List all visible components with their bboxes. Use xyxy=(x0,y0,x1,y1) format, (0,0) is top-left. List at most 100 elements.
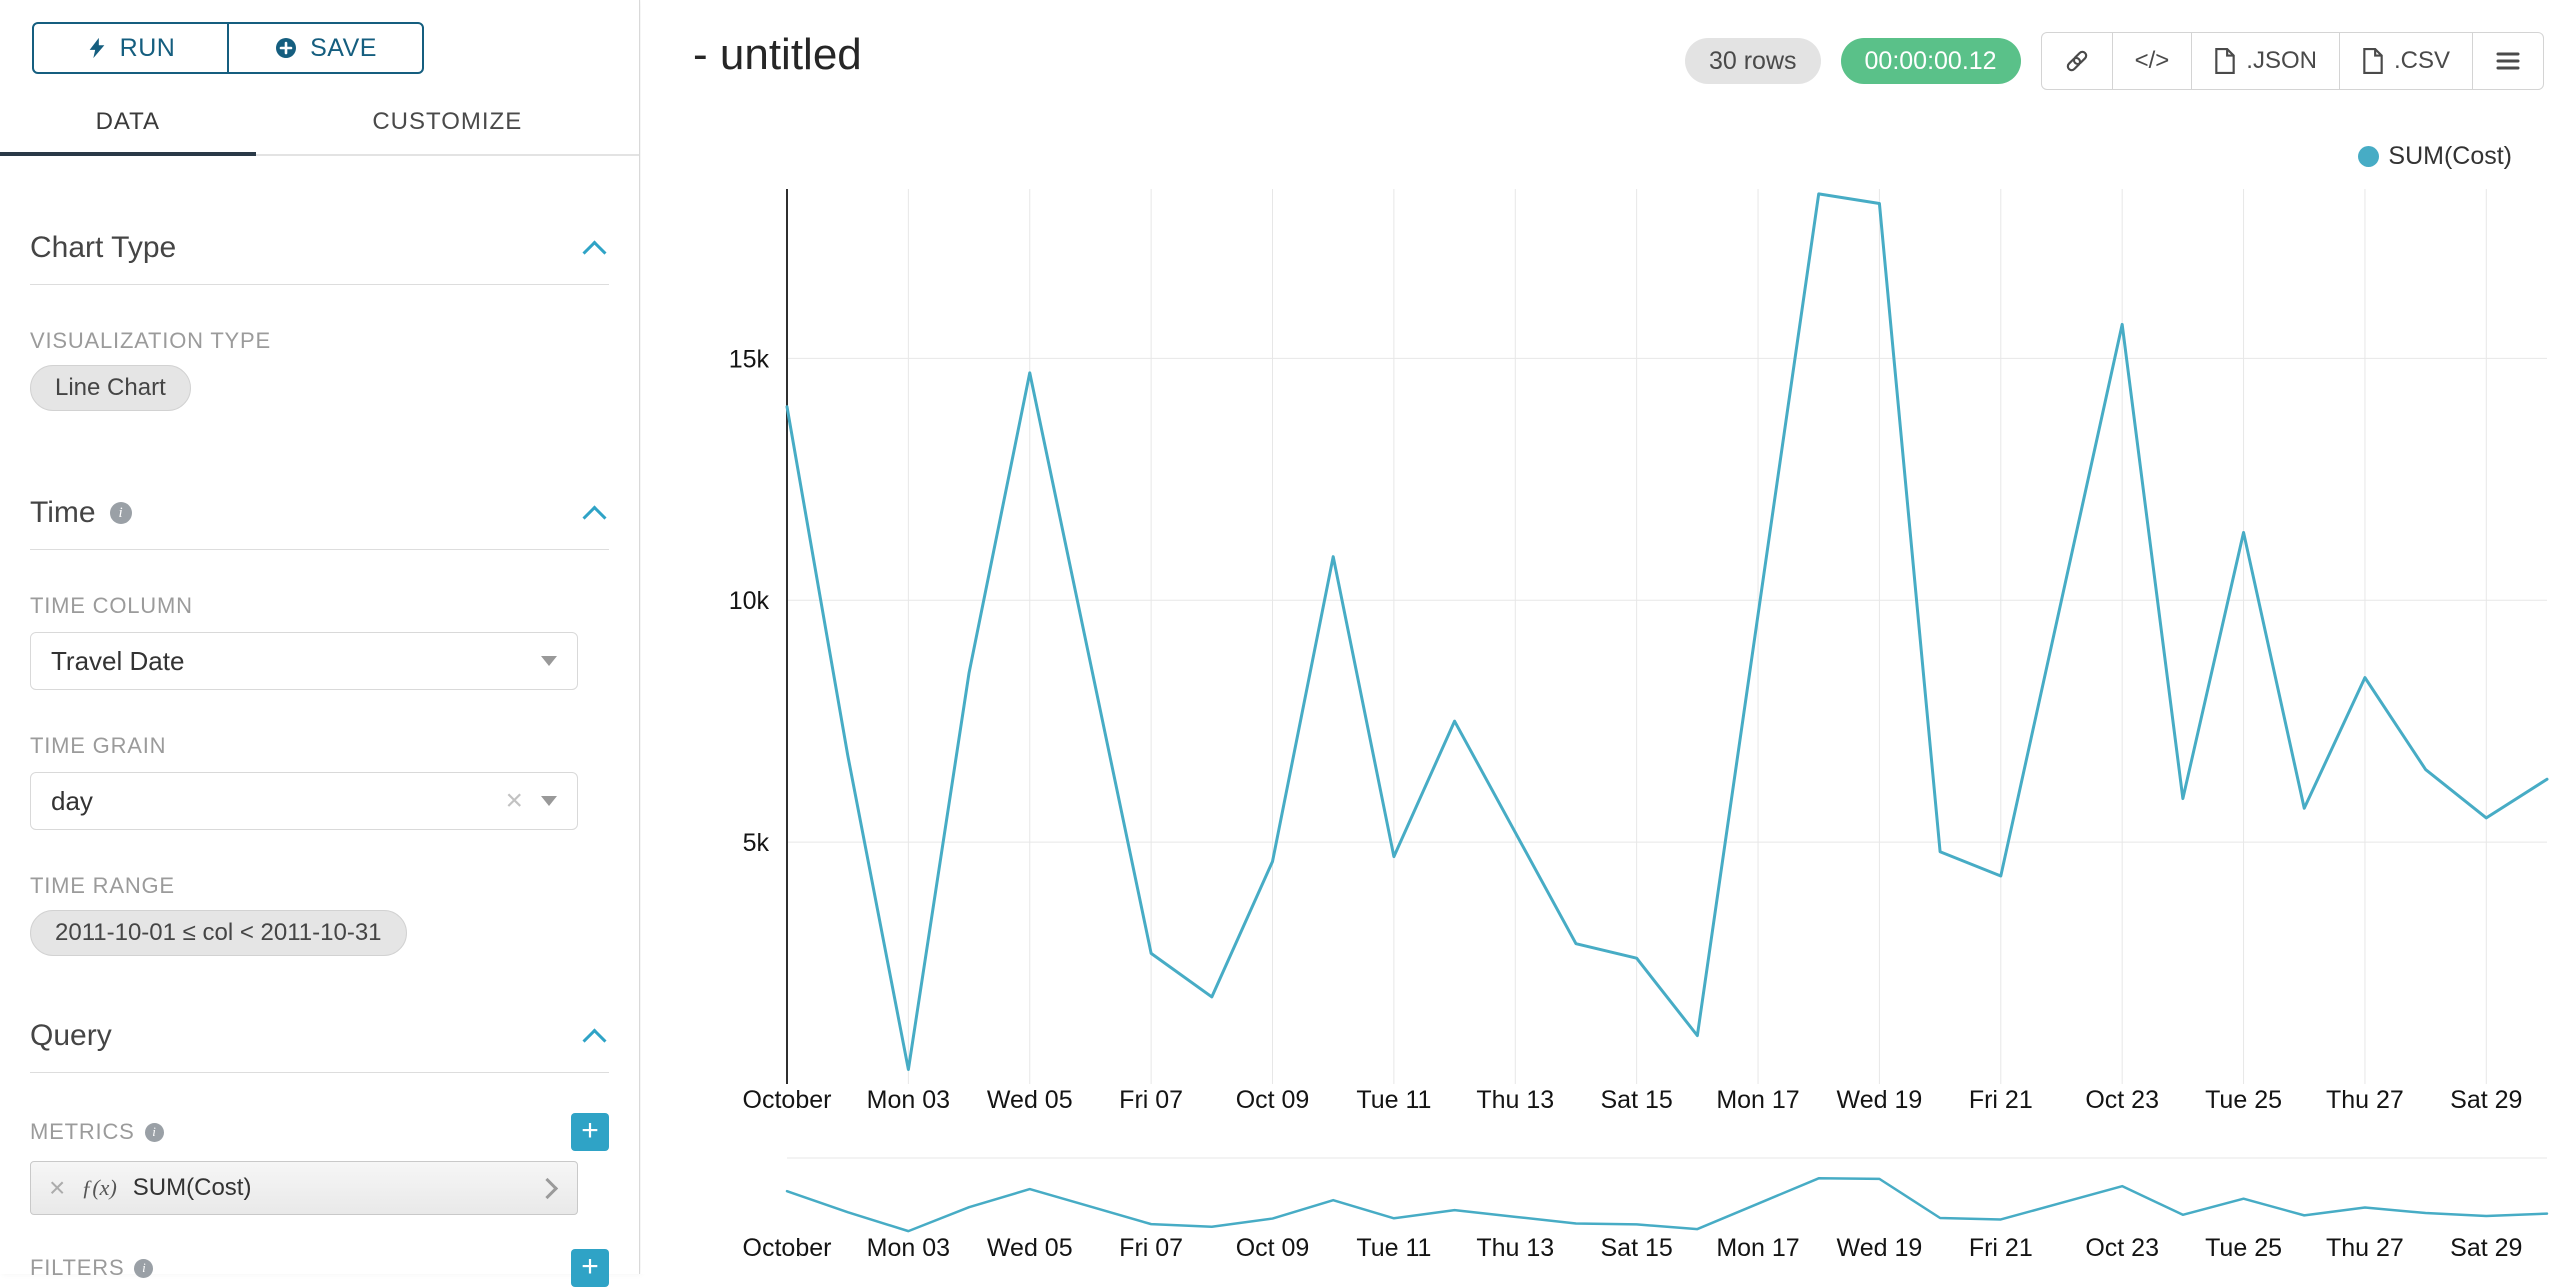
tab-data-label: DATA xyxy=(95,108,161,135)
svg-text:Fri 07: Fri 07 xyxy=(1119,1234,1183,1262)
view-query-button[interactable]: </> xyxy=(2111,32,2193,90)
chevron-up-icon[interactable] xyxy=(582,504,607,530)
svg-text:10k: 10k xyxy=(729,587,770,615)
time-column-value: Travel Date xyxy=(51,645,185,676)
metric-chip[interactable]: ƒ(x) SUM(Cost) xyxy=(30,1161,578,1215)
time-grain-value: day xyxy=(51,785,93,816)
save-button[interactable]: SAVE xyxy=(227,22,424,74)
svg-text:Fri 21: Fri 21 xyxy=(1969,1086,2033,1114)
time-column-select[interactable]: Travel Date xyxy=(30,632,578,690)
remove-metric-icon[interactable] xyxy=(49,1174,65,1202)
chevron-up-icon[interactable] xyxy=(582,239,607,265)
svg-text:Thu 27: Thu 27 xyxy=(2326,1086,2404,1114)
link-icon xyxy=(2066,50,2087,72)
chart-type-section-header[interactable]: Chart Type xyxy=(30,230,609,285)
mini-range-chart[interactable]: October Mon 03 Wed 05 Fri 07 Oct 09 Tue 11 Thu… xyxy=(689,1128,2559,1274)
caret-down-icon xyxy=(541,796,557,806)
chevron-up-icon[interactable] xyxy=(582,1027,607,1053)
svg-text:Sat 15: Sat 15 xyxy=(1601,1086,1673,1114)
export-csv-button[interactable]: .CSV xyxy=(2338,32,2473,90)
legend-item[interactable]: SUM(Cost) xyxy=(2358,142,2512,171)
code-icon: </> xyxy=(2134,47,2170,74)
export-json-button[interactable]: .JSON xyxy=(2191,32,2340,90)
chevron-right-icon xyxy=(536,1177,559,1199)
panel-body: Chart Type VISUALIZATION TYPE Line Chart… xyxy=(0,230,639,1287)
svg-text:Thu 27: Thu 27 xyxy=(2326,1234,2404,1262)
time-section-title: Time xyxy=(30,496,96,529)
filters-label-row: FILTERS xyxy=(30,1249,609,1287)
metrics-label-row: METRICS xyxy=(30,1113,609,1151)
query-section-header[interactable]: Query xyxy=(30,1018,609,1073)
export-button-group: </> .JSON .CSV xyxy=(2040,32,2544,90)
control-panel-sidebar: RUN SAVE DATA CUSTOMIZE Chart Type xyxy=(0,0,640,1287)
svg-text:15k: 15k xyxy=(729,345,770,373)
panel-tabs: DATA CUSTOMIZE xyxy=(0,90,639,156)
svg-text:Fri 21: Fri 21 xyxy=(1969,1234,2033,1262)
svg-text:Tue 25: Tue 25 xyxy=(2205,1086,2282,1114)
svg-text:Mon 17: Mon 17 xyxy=(1716,1086,1799,1114)
info-icon xyxy=(109,502,132,524)
svg-text:Thu 13: Thu 13 xyxy=(1476,1234,1554,1262)
plus-circle-icon xyxy=(276,38,297,58)
svg-text:October: October xyxy=(743,1086,832,1114)
save-button-label: SAVE xyxy=(310,33,377,62)
svg-text:Sat 15: Sat 15 xyxy=(1601,1234,1673,1262)
menu-button[interactable] xyxy=(2472,32,2544,90)
json-file-icon xyxy=(2215,48,2236,74)
time-grain-label: TIME GRAIN xyxy=(30,733,167,758)
svg-text:Thu 13: Thu 13 xyxy=(1476,1086,1554,1114)
share-link-button[interactable] xyxy=(2040,32,2113,90)
chart-area: - untitled 30 rows 00:00:00.12 </> xyxy=(641,0,2576,1274)
svg-text:Oct 09: Oct 09 xyxy=(1236,1086,1310,1114)
svg-text:Wed 19: Wed 19 xyxy=(1837,1086,1923,1114)
svg-text:Tue 25: Tue 25 xyxy=(2205,1234,2282,1262)
csv-file-icon xyxy=(2363,48,2383,74)
lightning-icon xyxy=(89,37,104,59)
menu-icon xyxy=(2496,52,2520,70)
main-line-chart: 5k 10k 15k October Mon 03 Wed 05 Fri 07 Oct 09 T… xyxy=(729,189,2549,1114)
metric-name: SUM(Cost) xyxy=(132,1174,252,1201)
rows-badge: 30 rows xyxy=(1684,38,1821,84)
svg-text:Wed 19: Wed 19 xyxy=(1837,1234,1923,1262)
svg-text:October: October xyxy=(743,1234,832,1262)
header-controls: 30 rows 00:00:00.12 </> xyxy=(1684,32,2544,90)
svg-text:Oct 23: Oct 23 xyxy=(2085,1234,2159,1262)
svg-text:Wed 05: Wed 05 xyxy=(987,1234,1073,1262)
add-metric-button[interactable] xyxy=(571,1113,609,1151)
info-icon xyxy=(144,1122,164,1142)
tab-data[interactable]: DATA xyxy=(0,90,256,156)
filters-label: FILTERS xyxy=(30,1255,125,1280)
json-button-label: .JSON xyxy=(2246,47,2317,74)
svg-text:Tue 11: Tue 11 xyxy=(1356,1086,1431,1114)
time-grain-select[interactable]: day xyxy=(30,772,578,830)
metrics-label: METRICS xyxy=(30,1119,135,1144)
query-section-title: Query xyxy=(30,1019,112,1052)
svg-text:Fri 07: Fri 07 xyxy=(1119,1086,1183,1114)
add-filter-button[interactable] xyxy=(571,1249,609,1287)
viz-type-value: Line Chart xyxy=(55,374,166,401)
time-range-label: TIME RANGE xyxy=(30,873,175,898)
caret-down-icon xyxy=(541,656,557,666)
svg-text:Mon 03: Mon 03 xyxy=(867,1234,950,1262)
run-button[interactable]: RUN xyxy=(32,22,229,74)
chart-type-section-title: Chart Type xyxy=(30,231,177,264)
clear-icon[interactable] xyxy=(505,786,523,816)
svg-text:Mon 03: Mon 03 xyxy=(867,1086,950,1114)
csv-button-label: .CSV xyxy=(2393,47,2450,74)
time-section-header[interactable]: Time xyxy=(30,495,609,550)
tab-customize[interactable]: CUSTOMIZE xyxy=(256,90,639,154)
time-column-label: TIME COLUMN xyxy=(30,593,193,618)
svg-text:Sat 29: Sat 29 xyxy=(2450,1234,2522,1262)
page-title[interactable]: - untitled xyxy=(693,30,862,79)
tab-customize-label: CUSTOMIZE xyxy=(372,108,523,135)
action-buttons: RUN SAVE xyxy=(32,22,639,74)
time-range-value: 2011-10-01 ≤ col < 2011-10-31 xyxy=(55,919,382,946)
svg-text:Sat 29: Sat 29 xyxy=(2450,1086,2522,1114)
info-icon xyxy=(134,1258,154,1278)
time-range-pill[interactable]: 2011-10-01 ≤ col < 2011-10-31 xyxy=(30,910,407,956)
legend-label: SUM(Cost) xyxy=(2388,142,2512,170)
run-button-label: RUN xyxy=(119,33,176,62)
viz-type-pill[interactable]: Line Chart xyxy=(30,365,191,411)
legend-dot-icon xyxy=(2358,146,2380,167)
fx-badge: ƒ(x) xyxy=(81,1175,117,1200)
